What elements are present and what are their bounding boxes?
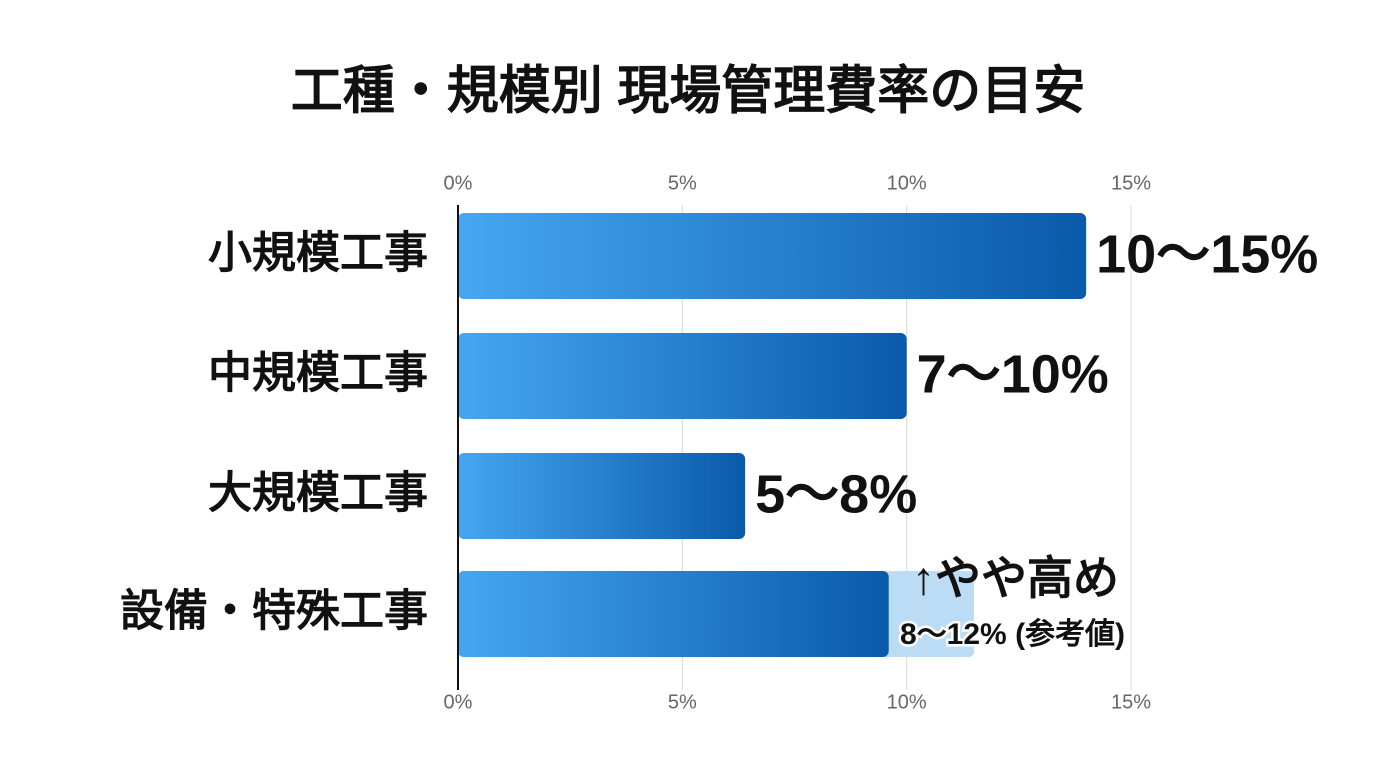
category-label: 大規模工事 <box>208 469 428 518</box>
value-label: 7〜10% <box>917 344 1109 404</box>
annotation: ↑やや高め <box>912 552 1119 604</box>
annotation: 8〜12% (参考値) <box>900 618 1125 651</box>
x-tick-label: 0% <box>444 691 473 713</box>
x-tick-label: 10% <box>887 172 927 194</box>
bar <box>458 453 746 539</box>
x-tick-label: 10% <box>887 691 927 713</box>
category-label: 中規模工事 <box>208 349 428 398</box>
chart-title: 工種・規模別 現場管理費率の目安 <box>291 63 1085 121</box>
bar <box>458 213 1087 299</box>
bar <box>458 333 907 419</box>
category-label: 設備・特殊工事 <box>120 587 428 636</box>
bar <box>458 571 889 657</box>
x-tick-label: 15% <box>1111 172 1151 194</box>
x-tick-label: 15% <box>1111 691 1151 713</box>
x-tick-label: 5% <box>668 691 697 713</box>
x-tick-label: 0% <box>444 172 473 194</box>
category-label: 小規模工事 <box>208 229 428 278</box>
value-label: 10〜15% <box>1096 224 1318 284</box>
x-tick-label: 5% <box>668 172 697 194</box>
value-label: 5〜8% <box>755 464 917 524</box>
